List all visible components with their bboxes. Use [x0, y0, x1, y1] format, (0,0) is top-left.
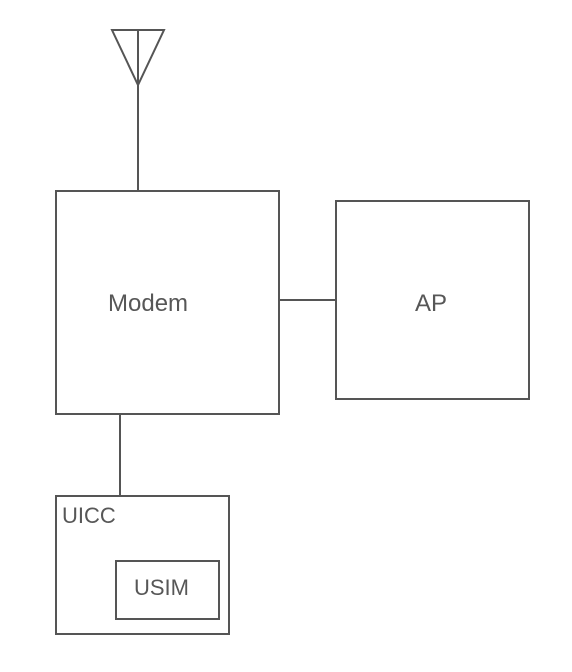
- modem-label: Modem: [108, 290, 188, 318]
- connector-modem-ap: [280, 299, 335, 301]
- ap-label: AP: [415, 290, 447, 318]
- usim-label: USIM: [134, 575, 189, 601]
- uicc-label: UICC: [62, 503, 116, 529]
- connector-modem-uicc: [119, 415, 121, 495]
- diagram-canvas: Modem AP UICC USIM: [0, 0, 572, 672]
- connector-antenna-modem: [137, 85, 139, 190]
